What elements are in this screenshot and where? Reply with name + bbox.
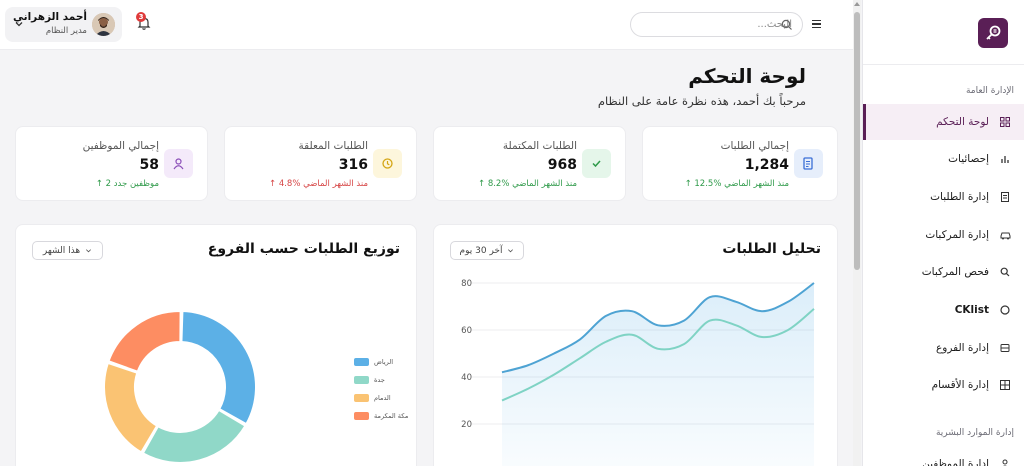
sidebar-item-stats[interactable]: إحصائيات bbox=[863, 141, 1024, 177]
stat-change: ↑ 2 موظفين جدد bbox=[95, 179, 159, 189]
legend-item: الدمام bbox=[354, 389, 408, 407]
dashboard-icon bbox=[999, 116, 1011, 128]
user-menu[interactable]: أحمد الزهراني مدير النظام bbox=[5, 7, 122, 42]
user-name: أحمد الزهراني bbox=[13, 11, 87, 23]
branches-icon bbox=[999, 342, 1011, 354]
sidebar-item-inspect[interactable]: فحص المركبات bbox=[863, 254, 1024, 290]
panel-title: توزيع الطلبات حسب الفروع bbox=[207, 241, 400, 257]
sidebar-item-branches[interactable]: إدارة الفروع bbox=[863, 330, 1024, 366]
search-box[interactable] bbox=[630, 12, 803, 37]
sidebar-item-orders[interactable]: إدارة الطلبات bbox=[863, 179, 1024, 215]
section-title-general: الإدارة العامة bbox=[965, 86, 1014, 96]
donut-slice-3 bbox=[103, 361, 159, 454]
user-icon bbox=[164, 149, 193, 178]
check-icon bbox=[582, 149, 611, 178]
stat-label: الطلبات المكتملة bbox=[502, 140, 577, 152]
sidebar-item-checklist[interactable]: CKlist bbox=[863, 292, 1024, 328]
sidebar-item-label: إدارة الأقسام bbox=[931, 379, 989, 391]
document-icon bbox=[794, 149, 823, 178]
stat-label: الطلبات المعلقة bbox=[298, 140, 368, 152]
orders-icon bbox=[999, 191, 1011, 203]
stat-value: 968 bbox=[547, 157, 577, 173]
chevron-down-icon bbox=[86, 249, 92, 253]
stat-card-total-employees: إجمالي الموظفين 58 ↑ 2 موظفين جدد bbox=[15, 126, 208, 201]
stat-label: إجمالي الموظفين bbox=[82, 140, 159, 152]
departments-icon bbox=[999, 379, 1011, 391]
donut-slice-2 bbox=[141, 408, 247, 464]
sidebar-item-dashboard[interactable]: لوحة التحكم bbox=[863, 104, 1024, 140]
vehicles-icon bbox=[999, 229, 1011, 241]
sidebar-item-label: إدارة الفروع bbox=[936, 342, 989, 354]
series-line-1 bbox=[501, 282, 815, 374]
scroll-up-arrow[interactable] bbox=[854, 2, 860, 6]
sidebar-item-vehicles[interactable]: إدارة المركبات bbox=[863, 217, 1024, 253]
orders-area-chart: 20 40 60 80 bbox=[461, 279, 815, 466]
period-select[interactable]: آخر 30 يوم bbox=[450, 241, 524, 260]
section-title-hr: إدارة الموارد البشرية bbox=[935, 428, 1014, 438]
stat-card-total-orders: إجمالي الطلبات 1,284 ↑ 12.5% منذ الشهر ا… bbox=[642, 126, 838, 201]
stat-value: 1,284 bbox=[744, 157, 789, 173]
sidebar-item-label: إدارة الموظفين bbox=[922, 458, 989, 466]
legend-item: جدة bbox=[354, 371, 408, 389]
donut-slice-1 bbox=[180, 310, 257, 426]
sidebar-item-label: إدارة الطلبات bbox=[930, 191, 989, 203]
area-fill bbox=[502, 283, 814, 466]
donut-slice-4 bbox=[107, 310, 182, 373]
stat-label: إجمالي الطلبات bbox=[720, 140, 789, 152]
y-tick-label: 80 bbox=[461, 279, 472, 289]
notification-badge: 3 bbox=[136, 12, 146, 22]
scrollbar-thumb[interactable] bbox=[854, 12, 860, 270]
orders-analysis-panel: تحليل الطلبات آخر 30 يوم 20 40 60 80 bbox=[433, 224, 838, 466]
logo-icon bbox=[986, 25, 1001, 40]
y-tick-label: 20 bbox=[461, 420, 472, 430]
inspect-icon bbox=[999, 266, 1011, 278]
employees-icon bbox=[999, 458, 1011, 466]
search-icon bbox=[781, 19, 792, 30]
sidebar-item-label: إدارة المركبات bbox=[925, 229, 989, 241]
sidebar-item-label: إحصائيات bbox=[948, 153, 989, 165]
page-subtitle: مرحباً بك أحمد، هذه نظرة عامة على النظام bbox=[597, 94, 806, 108]
legend-item: الرياض bbox=[354, 353, 408, 371]
stat-change: ↑ 4.8% منذ الشهر الماضي bbox=[268, 179, 368, 189]
divider bbox=[863, 64, 1024, 65]
period-select[interactable]: هذا الشهر bbox=[32, 241, 103, 260]
sidebar-item-label: CKlist bbox=[954, 304, 989, 316]
panel-title: تحليل الطلبات bbox=[722, 241, 821, 257]
chevron-down-icon bbox=[15, 22, 23, 27]
sidebar-item-employees[interactable]: إدارة الموظفين bbox=[863, 446, 1024, 466]
clock-icon bbox=[373, 149, 402, 178]
stat-card-pending-orders: الطلبات المعلقة 316 ↑ 4.8% منذ الشهر الم… bbox=[224, 126, 417, 201]
chevron-down-icon bbox=[508, 249, 514, 253]
user-role: مدير النظام bbox=[45, 26, 87, 36]
app-logo[interactable] bbox=[978, 18, 1008, 48]
stat-change: ↑ 8.2% منذ الشهر الماضي bbox=[477, 179, 577, 189]
avatar bbox=[92, 13, 115, 36]
stat-value: 316 bbox=[338, 157, 368, 173]
stat-card-completed-orders: الطلبات المكتملة 968 ↑ 8.2% منذ الشهر ال… bbox=[433, 126, 626, 201]
series-line-2 bbox=[501, 308, 815, 402]
stat-value: 58 bbox=[139, 157, 159, 173]
stat-change: ↑ 12.5% منذ الشهر الماضي bbox=[684, 179, 789, 189]
search-input[interactable] bbox=[662, 19, 792, 30]
sidebar-item-label: فحص المركبات bbox=[921, 266, 989, 278]
top-bar: أحمد الزهراني مدير النظام 3 bbox=[0, 0, 853, 50]
y-tick-label: 60 bbox=[461, 326, 472, 336]
notifications-button[interactable]: 3 bbox=[136, 12, 152, 31]
sidebar-item-label: لوحة التحكم bbox=[936, 116, 989, 128]
menu-toggle-button[interactable] bbox=[808, 16, 824, 32]
y-tick-label: 40 bbox=[461, 373, 472, 383]
chart-legend: الرياض جدة الدمام مكة المكرمة bbox=[354, 353, 408, 425]
sidebar-item-departments[interactable]: إدارة الأقسام bbox=[863, 367, 1024, 403]
sidebar: الإدارة العامة لوحة التحكم إحصائيات إدار… bbox=[862, 0, 1024, 466]
page-title: لوحة التحكم bbox=[688, 64, 806, 88]
stats-icon bbox=[999, 153, 1011, 165]
legend-item: مكة المكرمة bbox=[354, 407, 408, 425]
scrollbar[interactable] bbox=[853, 0, 861, 466]
checklist-icon bbox=[999, 304, 1011, 316]
hamburger-icon bbox=[811, 19, 821, 22]
branch-distribution-panel: توزيع الطلبات حسب الفروع هذا الشهر الريا… bbox=[15, 224, 417, 466]
branch-donut-chart bbox=[103, 310, 257, 464]
